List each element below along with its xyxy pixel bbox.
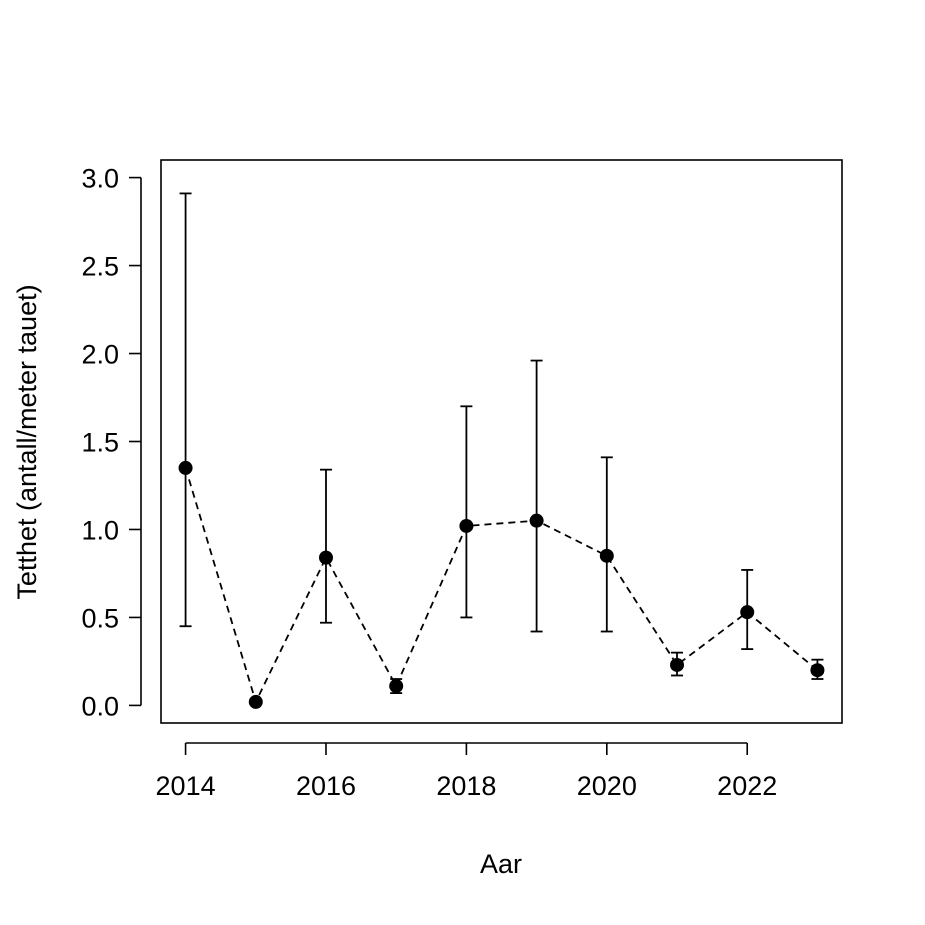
y-axis-label: Tetthet (antall/meter tauet)	[12, 284, 42, 599]
data-point	[318, 550, 333, 565]
x-tick-label: 2014	[156, 771, 216, 801]
y-tick-label: 3.0	[81, 164, 119, 194]
y-tick-label: 1.5	[81, 428, 119, 458]
data-point	[670, 657, 685, 672]
x-tick-label: 2016	[296, 771, 356, 801]
y-tick-label: 0.0	[81, 691, 119, 721]
data-point	[599, 548, 614, 563]
data-point	[740, 605, 755, 620]
x-tick-label: 2022	[717, 771, 777, 801]
data-points	[178, 460, 825, 709]
data-point	[248, 694, 263, 709]
data-point	[389, 679, 404, 694]
error-bars	[179, 192, 824, 694]
x-tick-label: 2018	[436, 771, 496, 801]
y-axis: 0.0 0.5 1.0 1.5 2.0 2.5 3.0	[81, 164, 142, 721]
data-point	[810, 663, 825, 678]
series-line	[184, 467, 819, 705]
series-line-path	[184, 467, 819, 705]
x-axis: 2014 2016 2018 2020 2022	[156, 742, 777, 801]
plot-frame	[160, 159, 843, 724]
x-axis-label: Aar	[480, 849, 522, 879]
y-tick-label: 1.0	[81, 515, 119, 545]
data-point	[178, 460, 193, 475]
x-tick-label: 2020	[577, 771, 637, 801]
y-tick-label: 2.0	[81, 340, 119, 370]
data-point	[459, 518, 474, 533]
y-tick-label: 2.5	[81, 252, 119, 282]
y-tick-label: 0.5	[81, 603, 119, 633]
data-point	[529, 513, 544, 528]
